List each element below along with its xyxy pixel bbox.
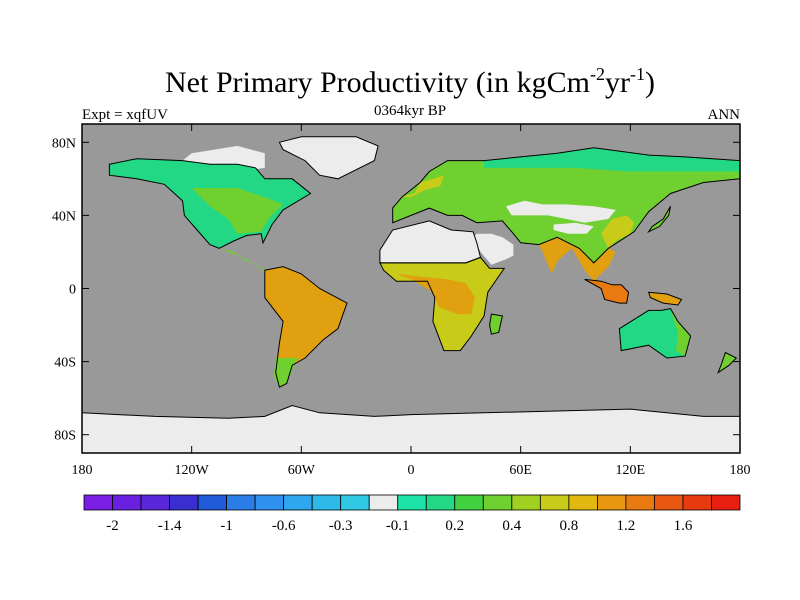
- coastline-madagascar: [489, 313, 504, 335]
- y-tick-label: 40N: [52, 209, 76, 224]
- region-central-asia-desert: [506, 200, 616, 223]
- colorbar-label: 0.8: [560, 518, 579, 534]
- colorbar-label: 1.6: [674, 518, 693, 534]
- colorbar-swatch: [226, 494, 256, 511]
- region-tibet: [553, 222, 594, 234]
- region-new-zealand: [718, 352, 737, 373]
- x-tick-label: 180: [730, 463, 751, 478]
- colorbar-label: -2: [106, 518, 119, 534]
- region-east-china: [601, 215, 634, 249]
- colorbar-label: -0.1: [386, 518, 410, 534]
- colorbar-swatch: [425, 494, 456, 511]
- experiment-label: Expt = xqfUV: [82, 107, 168, 123]
- colorbar-label: -1: [220, 518, 233, 534]
- colorbar-swatch: [397, 494, 427, 511]
- x-tick-label: 180: [72, 463, 93, 478]
- region-australia-east: [670, 310, 691, 357]
- land-regions: [82, 136, 740, 453]
- colorbar-swatch: [511, 494, 541, 511]
- coastline-antarctica: [82, 404, 740, 453]
- colorbar-swatch: [682, 494, 712, 511]
- coastlines: [82, 136, 740, 453]
- coastline-indonesia: [584, 278, 630, 304]
- colorbar-swatch: [197, 494, 228, 511]
- region-north-america-forest: [191, 188, 284, 234]
- colorbar-swatch: [539, 494, 570, 511]
- colorbar-label: -1.4: [158, 518, 182, 534]
- chart-title: Net Primary Productivity (in kgCm-2yr-1): [165, 64, 655, 99]
- colorbar-label: -0.6: [272, 518, 296, 534]
- colorbar-swatch: [254, 494, 285, 511]
- colorbar-swatch: [454, 494, 484, 511]
- region-borneo-new-guinea: [648, 292, 682, 305]
- axis-ticks: 180 120W 60W 0 60E 120E 180 80N 40N 0 40S 80S: [52, 124, 751, 478]
- y-tick-label: 80N: [52, 136, 76, 151]
- time-label: 0364kyr BP: [374, 103, 446, 119]
- colorbar-swatch: [711, 494, 741, 511]
- colorbar-swatch: [596, 494, 627, 511]
- coastline-borneo-new-guinea: [647, 291, 683, 306]
- region-india-se-asia: [538, 237, 616, 282]
- colorbar-swatch: [311, 494, 342, 511]
- coastline-north-america: [108, 158, 312, 249]
- colorbar-swatch: [654, 494, 684, 511]
- region-tundra-north: [484, 147, 740, 172]
- region-scandinavia-uk: [400, 175, 444, 198]
- y-tick-label: 80S: [54, 429, 76, 444]
- x-tick-label: 60E: [509, 463, 532, 478]
- colorbar-swatch: [283, 494, 313, 511]
- x-tick-label: 120E: [616, 463, 646, 478]
- x-tick-label: 0: [408, 463, 415, 478]
- colorbar-swatch: [83, 494, 113, 511]
- coastline-greenland: [278, 136, 379, 180]
- region-australia: [619, 308, 691, 358]
- coastline-eurasia: [392, 147, 740, 264]
- coastline-south-america: [264, 266, 348, 388]
- region-arabia: [473, 233, 514, 265]
- colorbar-label: 0.4: [502, 518, 521, 534]
- x-tick-label: 60W: [288, 463, 316, 478]
- coastline-sahara: [379, 220, 482, 264]
- colorbar-swatch: [169, 494, 199, 511]
- region-greenland: [279, 136, 379, 179]
- colorbar-swatch: [140, 494, 170, 511]
- region-africa-core: [396, 273, 475, 315]
- y-tick-label: 40S: [54, 356, 76, 371]
- y-tick-label: 0: [69, 283, 76, 298]
- x-tick-label: 120W: [175, 463, 210, 478]
- colorbar-swatch: [482, 494, 513, 511]
- region-south-america: [264, 266, 347, 388]
- colorbar-swatch: [625, 494, 655, 511]
- season-label: ANN: [708, 107, 741, 123]
- colorbar-label: 0.2: [445, 518, 464, 534]
- colorbar-swatch: [368, 494, 399, 511]
- region-sahara: [379, 220, 481, 263]
- colorbar: -2 -1.4 -1 -0.6 -0.3 -0.1 0.2 0.4 0.8 1.2 1.6: [83, 494, 741, 534]
- coastline-new-zealand: [717, 351, 738, 374]
- colorbar-swatch: [340, 494, 370, 511]
- colorbar-label: 1.2: [617, 518, 636, 534]
- colorbar-swatch: [112, 494, 142, 511]
- colorbar-swatch: [568, 494, 598, 511]
- coastline-australia: [618, 308, 692, 359]
- coastline-japan: [647, 206, 671, 234]
- colorbar-label: -0.3: [329, 518, 353, 534]
